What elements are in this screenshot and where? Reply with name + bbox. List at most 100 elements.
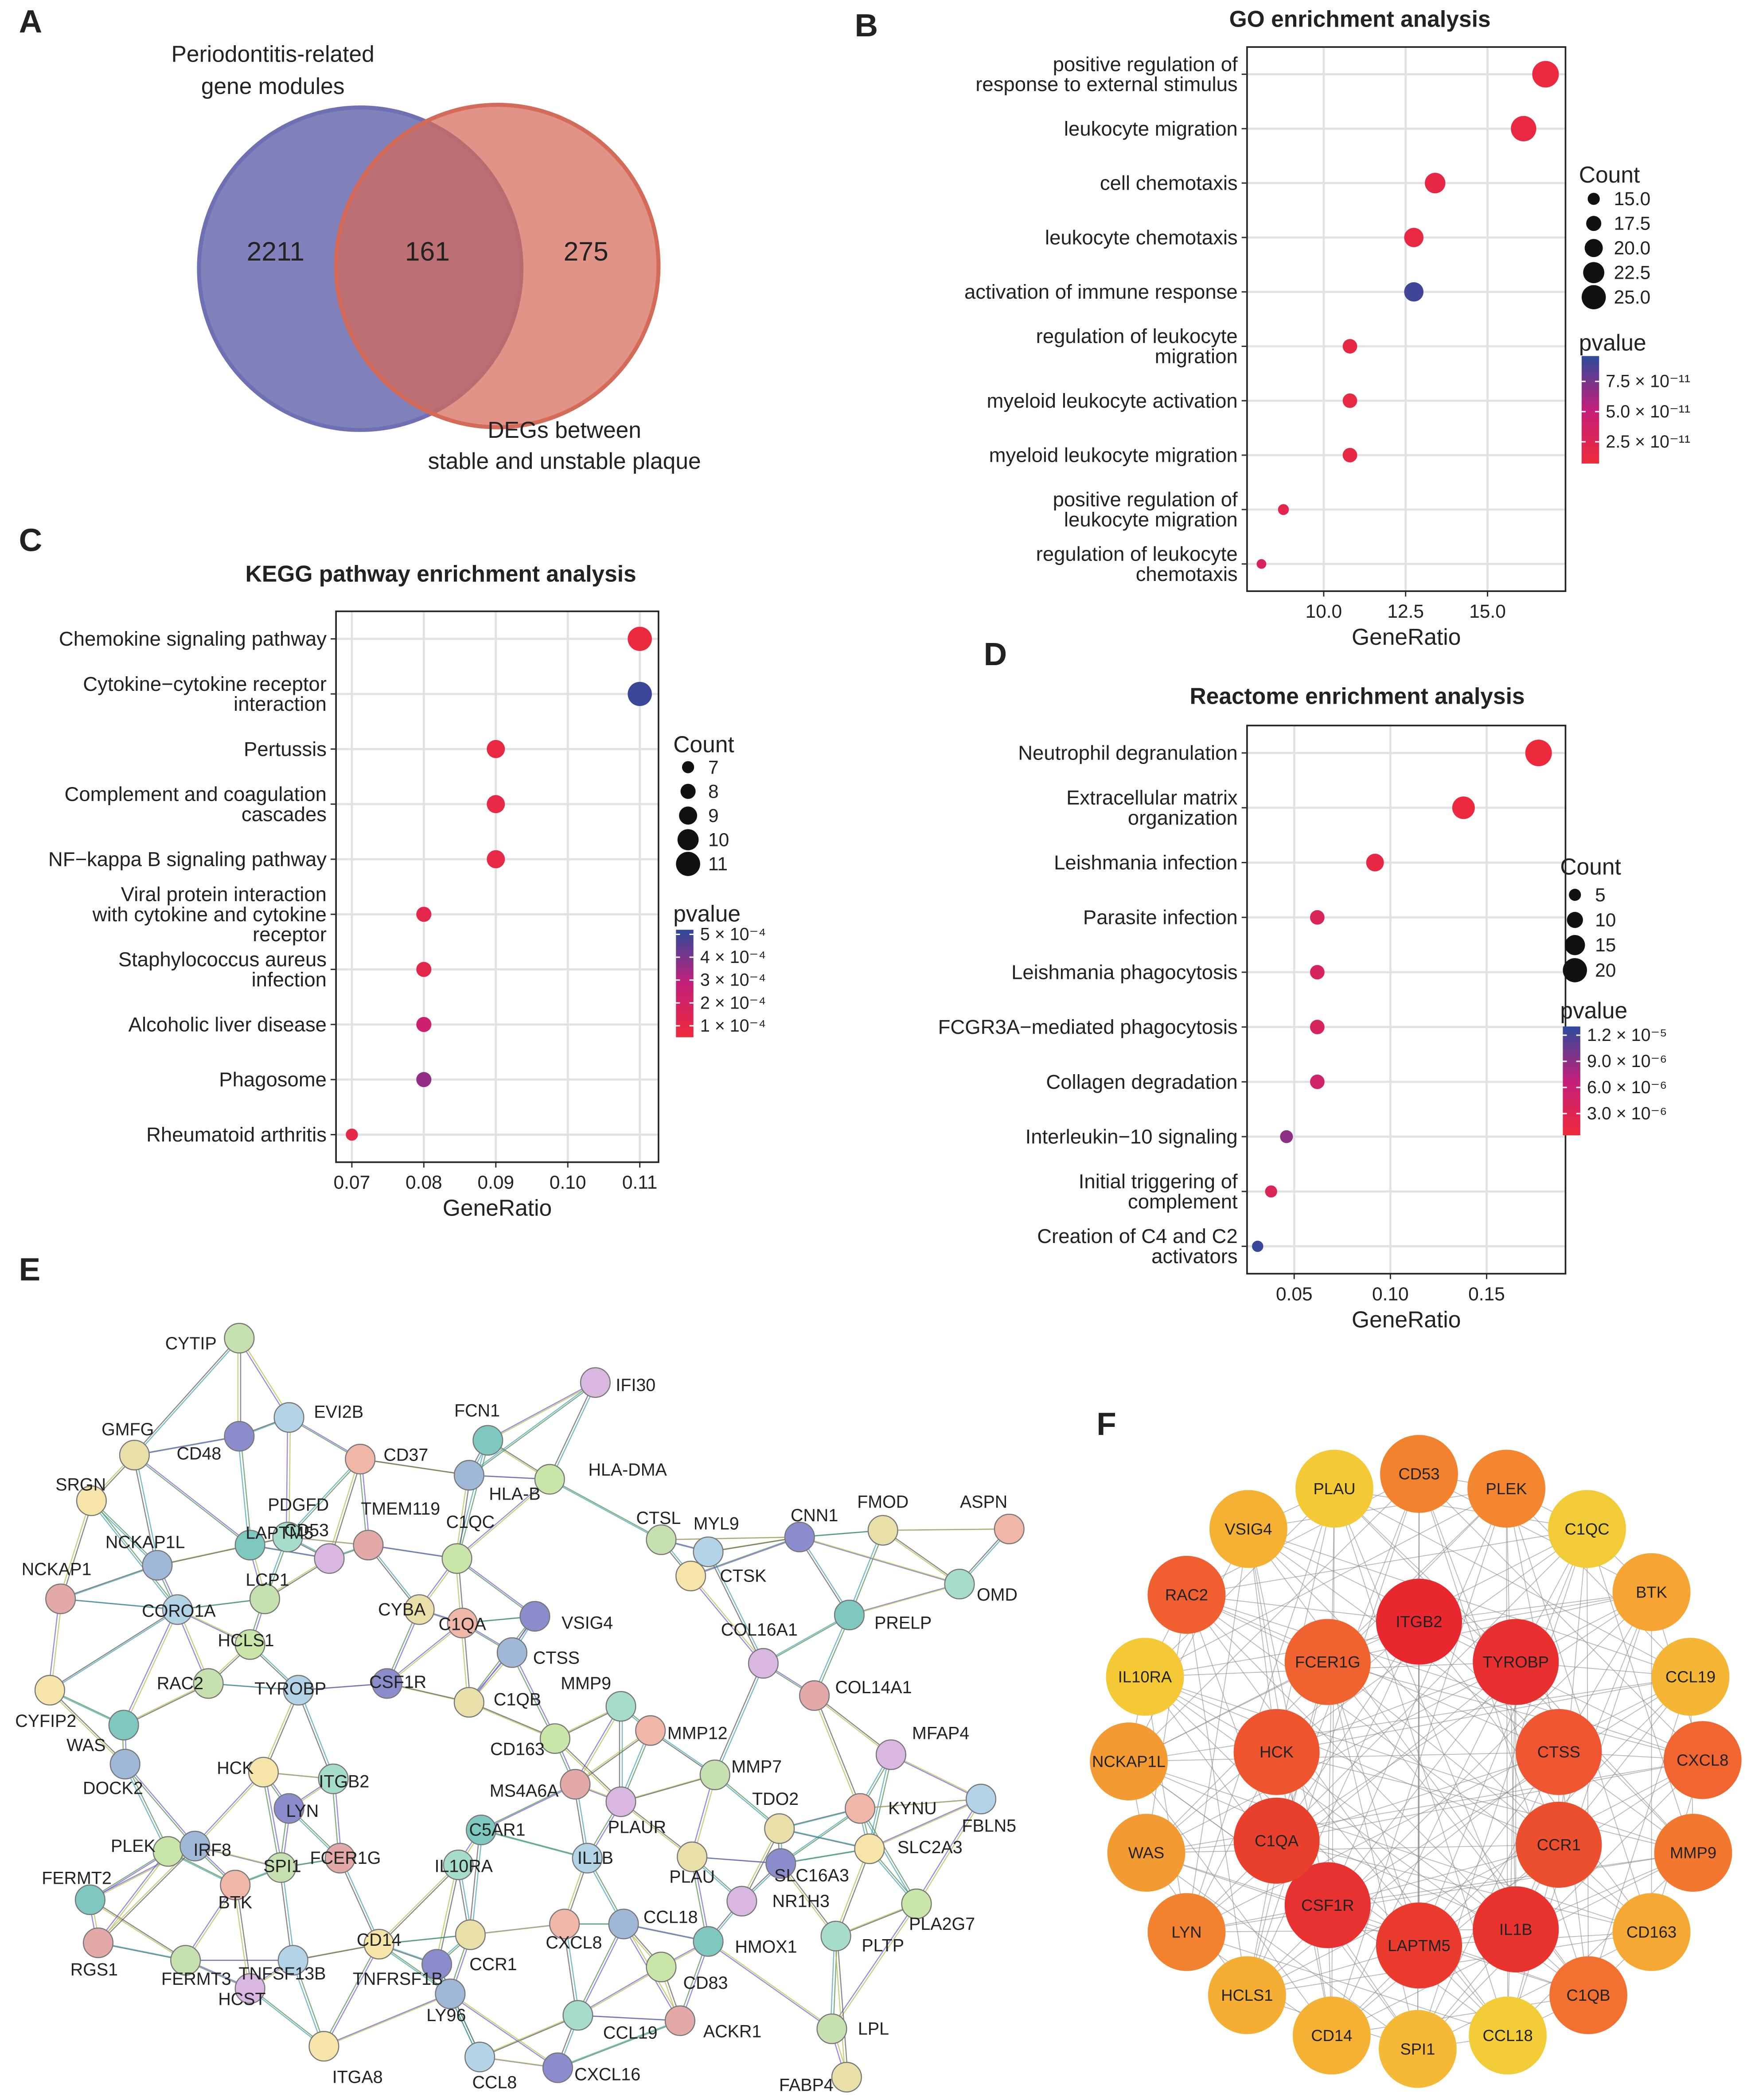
network-node bbox=[496, 1637, 527, 1668]
y-tick-label: NF−kappa B signaling pathway bbox=[48, 848, 327, 870]
node-label: RGS1 bbox=[70, 1960, 118, 1979]
network-edge bbox=[917, 1799, 983, 1904]
network-edge bbox=[1186, 1529, 1249, 1932]
node-label: MS4A6A bbox=[490, 1781, 559, 1801]
node-label: CYFIP2 bbox=[15, 1711, 76, 1731]
colorbar-label: 5.0 × 10⁻¹¹ bbox=[1606, 402, 1690, 421]
x-tick-label: 12.5 bbox=[1387, 601, 1424, 622]
network-edge bbox=[870, 1798, 983, 1850]
node-label: CCL8 bbox=[472, 2073, 517, 2092]
network-edge bbox=[380, 1864, 460, 1945]
dot bbox=[1532, 61, 1559, 88]
network-edge bbox=[662, 1536, 801, 1540]
network-edge bbox=[286, 1458, 359, 1538]
node-label: VSIG4 bbox=[1224, 1520, 1272, 1538]
network-node bbox=[1284, 1862, 1371, 1948]
network-edge bbox=[481, 2014, 580, 2058]
node-label: HCST bbox=[218, 1990, 265, 2009]
network-edge bbox=[709, 1551, 765, 1664]
network-node bbox=[464, 2042, 495, 2073]
network-edge bbox=[548, 1382, 595, 1480]
node-label: C1QA bbox=[1255, 1831, 1299, 1850]
node-label: IL1B bbox=[1499, 1920, 1533, 1938]
node-label: FMOD bbox=[857, 1492, 909, 1512]
node-label: CD163 bbox=[1626, 1923, 1677, 1941]
network-edge bbox=[1128, 1473, 1419, 1762]
network-edge bbox=[236, 1885, 252, 1989]
network-edge bbox=[1247, 1751, 1559, 1996]
venn-count: 2211 bbox=[247, 236, 304, 266]
network-edge bbox=[889, 1754, 980, 1800]
network-edge bbox=[578, 1924, 626, 2016]
node-label: C1QC bbox=[1564, 1520, 1609, 1538]
node-label: CORO1A bbox=[142, 1601, 216, 1621]
node-label: ASPN bbox=[960, 1492, 1007, 1512]
node-label: HMOX1 bbox=[735, 1937, 797, 1956]
network-node bbox=[580, 1367, 611, 1398]
node-label: CTSL bbox=[636, 1508, 681, 1528]
node-label: LPL bbox=[858, 2019, 889, 2038]
network-edge bbox=[1186, 1488, 1335, 1932]
network-edge bbox=[96, 1851, 168, 1943]
network-edge bbox=[1276, 1592, 1652, 1841]
node-label: SRGN bbox=[55, 1475, 106, 1494]
network-edge bbox=[576, 1924, 623, 2016]
network-edge bbox=[59, 1565, 156, 1600]
plot-background bbox=[336, 611, 659, 1162]
network-edge bbox=[482, 1784, 577, 1831]
network-node bbox=[1548, 1490, 1626, 1568]
node-label: CCL18 bbox=[643, 1908, 698, 1927]
node-label: CD53 bbox=[284, 1520, 329, 1540]
node-label: LAPTM5 bbox=[1388, 1936, 1451, 1955]
dot bbox=[1256, 559, 1267, 569]
size-legend-label: 9 bbox=[708, 805, 719, 826]
network-node bbox=[249, 1583, 281, 1614]
color-legend-title: pvalue bbox=[1560, 997, 1627, 1023]
node-label: FERMT3 bbox=[161, 1969, 231, 1989]
node-label: CYBA bbox=[378, 1600, 426, 1619]
network-node bbox=[404, 1594, 435, 1625]
plot-border bbox=[335, 610, 659, 1163]
y-tick-label: receptor bbox=[253, 923, 327, 946]
dot bbox=[416, 1017, 432, 1032]
network-edge bbox=[126, 1764, 170, 1852]
network-edge bbox=[470, 1382, 597, 1476]
network-node bbox=[867, 1515, 898, 1546]
dot bbox=[416, 907, 432, 922]
network-edge bbox=[830, 1936, 835, 2029]
network-edge bbox=[1186, 1594, 1559, 1753]
size-legend-dot bbox=[677, 829, 699, 850]
network-edge bbox=[1276, 1752, 1508, 2036]
node-label: TYROBP bbox=[1483, 1653, 1549, 1671]
network-edge bbox=[279, 1867, 292, 1960]
colorbar-label: 1.2 × 10⁻⁵ bbox=[1587, 1025, 1667, 1045]
y-tick-label: Creation of C4 and C2 bbox=[1037, 1225, 1237, 1247]
node-label: CCR1 bbox=[1537, 1835, 1581, 1854]
size-legend-dot bbox=[1564, 935, 1585, 955]
y-tick-label: cell chemotaxis bbox=[1100, 172, 1238, 195]
node-label: FERMT2 bbox=[42, 1869, 112, 1888]
dot bbox=[1452, 796, 1475, 819]
colorbar bbox=[1563, 1026, 1580, 1136]
network-node bbox=[542, 2052, 573, 2083]
network-edge bbox=[1248, 1528, 1516, 1663]
venn-count: 275 bbox=[564, 236, 608, 266]
node-label: CD163 bbox=[490, 1740, 545, 1759]
x-tick-label: 0.07 bbox=[334, 1172, 370, 1193]
network-node bbox=[421, 1949, 452, 1980]
network-edge bbox=[689, 1536, 799, 1577]
y-tick-label: Viral protein interaction bbox=[121, 883, 327, 905]
y-tick-label: Neutrophil degranulation bbox=[1018, 742, 1237, 764]
network-node bbox=[765, 1848, 796, 1879]
network-edge bbox=[1248, 1528, 1691, 1677]
network-node bbox=[519, 1601, 550, 1632]
node-label: CCL19 bbox=[1665, 1668, 1716, 1686]
panel-label: C bbox=[19, 522, 43, 558]
color-legend-title: pvalue bbox=[1579, 330, 1646, 355]
dot bbox=[487, 795, 505, 814]
node-label: IRF8 bbox=[194, 1840, 231, 1860]
network-node bbox=[1473, 1886, 1559, 1972]
network-edge bbox=[1276, 1760, 1703, 1841]
node-label: COL14A1 bbox=[835, 1678, 912, 1697]
